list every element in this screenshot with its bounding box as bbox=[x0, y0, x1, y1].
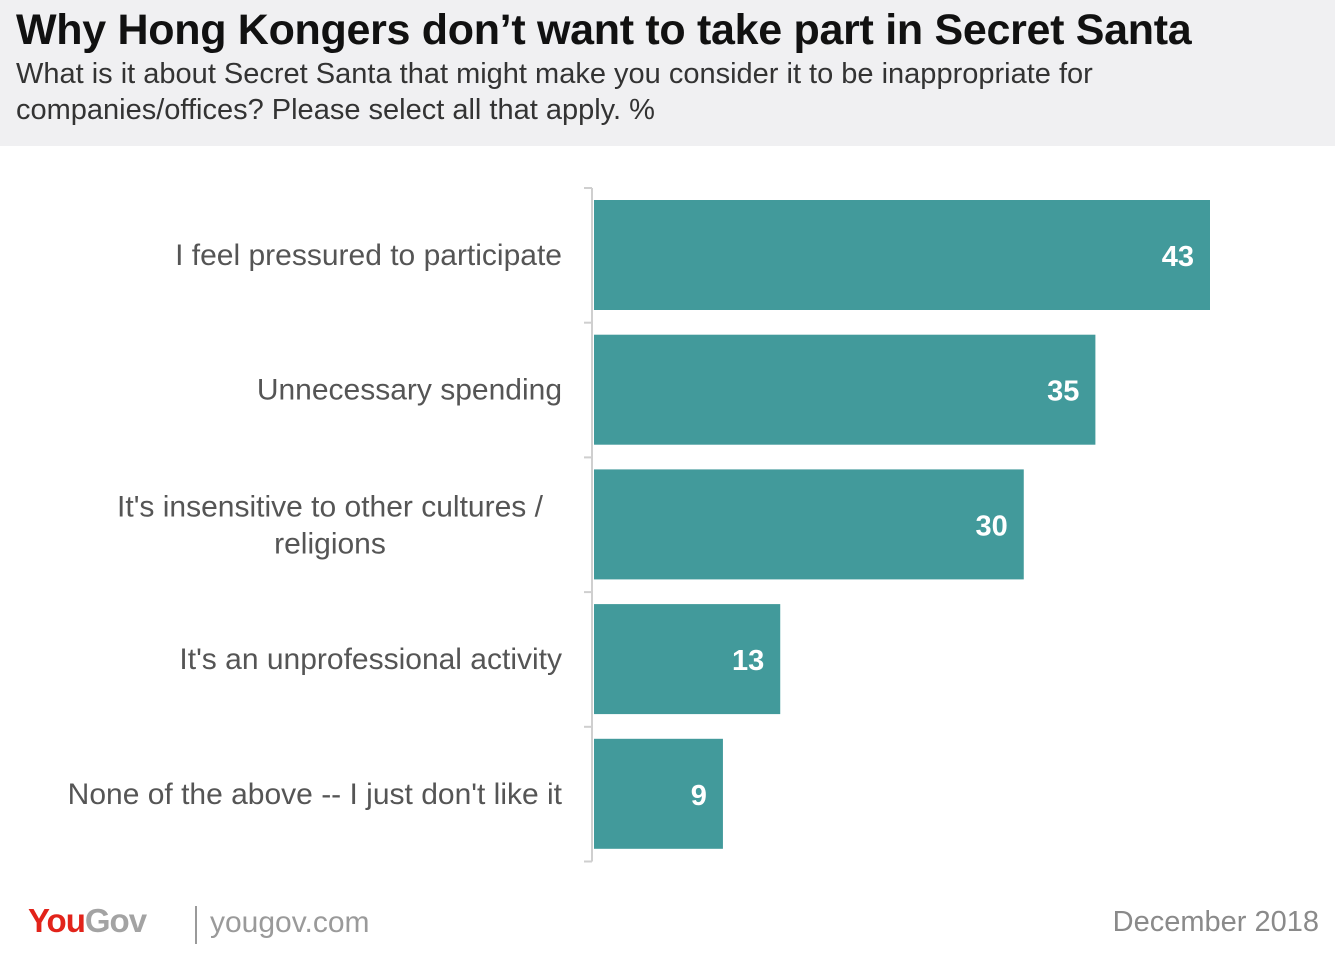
bar-value-label: 9 bbox=[691, 780, 707, 812]
category-label: It's insensitive to other cultures / bbox=[117, 490, 544, 523]
bar bbox=[594, 334, 1096, 445]
chart-subtitle: What is it about Secret Santa that might… bbox=[16, 58, 1093, 126]
chart-title: Why Hong Kongers don’t want to take part… bbox=[16, 6, 1192, 54]
bar bbox=[594, 469, 1024, 580]
footer-divider bbox=[195, 906, 197, 944]
category-label: None of the above -- I just don't like i… bbox=[68, 778, 563, 811]
footer-date: December 2018 bbox=[1112, 906, 1319, 938]
bar bbox=[594, 604, 781, 715]
yougov-logo: YouGov bbox=[28, 902, 147, 939]
bar bbox=[594, 200, 1210, 310]
bar-chart: 43 I feel pressured to participate 35 Unnec… bbox=[68, 187, 1210, 863]
category-label: It's an unprofessional activity bbox=[179, 643, 562, 676]
category-label: I feel pressured to participate bbox=[175, 239, 562, 272]
bar-value-label: 43 bbox=[1162, 241, 1194, 273]
bar-value-label: 30 bbox=[976, 510, 1008, 542]
chart-header: Why Hong Kongers don’t want to take part… bbox=[0, 0, 1335, 146]
category-label: Unnecessary spending bbox=[257, 374, 562, 407]
bar-value-label: 35 bbox=[1047, 376, 1079, 408]
footer-url: yougov.com bbox=[210, 906, 370, 939]
bar bbox=[594, 738, 723, 849]
category-label: religions bbox=[274, 527, 386, 560]
bar-value-label: 13 bbox=[732, 645, 764, 677]
